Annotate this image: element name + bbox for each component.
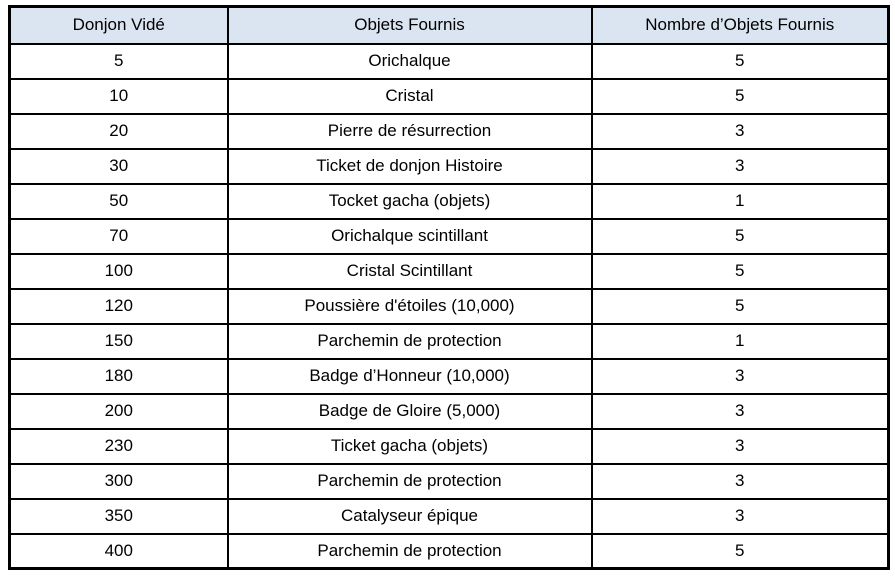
table-cell: 30 [8,147,229,185]
column-header-objets-fournis: Objets Fournis [226,5,593,45]
table-row: 70 Orichalque scintillant 5 [8,217,890,255]
table-cell: 350 [8,497,229,535]
table-cell: 3 [590,392,890,430]
table-cell: Ticket gacha (objets) [226,427,593,465]
table-cell: 50 [8,182,229,220]
table-row: 120 Poussière d'étoiles (10,000) 5 [8,287,890,325]
table-cell: 20 [8,112,229,150]
table-cell: 1 [590,182,890,220]
table-cell: 5 [590,287,890,325]
table-cell: 230 [8,427,229,465]
table-cell: 150 [8,322,229,360]
table-cell: 5 [590,532,890,570]
table-cell: 3 [590,497,890,535]
table-row: 30 Ticket de donjon Histoire 3 [8,147,890,185]
table-row: 5 Orichalque 5 [8,42,890,80]
table-cell: 5 [590,252,890,290]
table-cell: Catalyseur épique [226,497,593,535]
table-cell: Tocket gacha (objets) [226,182,593,220]
table-header: Donjon Vidé Objets Fournis Nombre d’Obje… [8,5,890,45]
table-row: 230 Ticket gacha (objets) 3 [8,427,890,465]
table-cell: 5 [590,77,890,115]
table-row: 180 Badge d’Honneur (10,000) 3 [8,357,890,395]
table-row: 200 Badge de Gloire (5,000) 3 [8,392,890,430]
table-cell: 70 [8,217,229,255]
rewards-table-container: Donjon Vidé Objets Fournis Nombre d’Obje… [8,5,890,570]
table-cell: 5 [590,42,890,80]
table-cell: Orichalque scintillant [226,217,593,255]
table-row: 10 Cristal 5 [8,77,890,115]
table-cell: 400 [8,532,229,570]
table-row: 150 Parchemin de protection 1 [8,322,890,360]
table-cell: 3 [590,147,890,185]
dungeon-rewards-table: Donjon Vidé Objets Fournis Nombre d’Obje… [8,5,890,570]
table-cell: Badge d’Honneur (10,000) [226,357,593,395]
table-cell: Pierre de résurrection [226,112,593,150]
table-row: 100 Cristal Scintillant 5 [8,252,890,290]
table-cell: Cristal [226,77,593,115]
column-header-nombre-objets-fournis: Nombre d’Objets Fournis [590,5,890,45]
table-cell: 3 [590,462,890,500]
table-cell: Cristal Scintillant [226,252,593,290]
table-cell: Poussière d'étoiles (10,000) [226,287,593,325]
table-cell: Ticket de donjon Histoire [226,147,593,185]
table-cell: 5 [8,42,229,80]
table-cell: 100 [8,252,229,290]
table-cell: 1 [590,322,890,360]
table-cell: 3 [590,357,890,395]
table-row: 50 Tocket gacha (objets) 1 [8,182,890,220]
table-cell: Parchemin de protection [226,322,593,360]
table-row: 400 Parchemin de protection 5 [8,532,890,570]
table-row: 300 Parchemin de protection 3 [8,462,890,500]
table-row: 20 Pierre de résurrection 3 [8,112,890,150]
table-row: 350 Catalyseur épique 3 [8,497,890,535]
table-cell: 120 [8,287,229,325]
column-header-donjon-vide: Donjon Vidé [8,5,229,45]
table-cell: 3 [590,112,890,150]
table-cell: Parchemin de protection [226,532,593,570]
table-cell: Parchemin de protection [226,462,593,500]
header-row: Donjon Vidé Objets Fournis Nombre d’Obje… [8,5,890,45]
table-cell: 300 [8,462,229,500]
table-cell: 5 [590,217,890,255]
table-cell: Orichalque [226,42,593,80]
table-cell: Badge de Gloire (5,000) [226,392,593,430]
table-cell: 200 [8,392,229,430]
table-cell: 180 [8,357,229,395]
table-cell: 10 [8,77,229,115]
table-cell: 3 [590,427,890,465]
table-body: 5 Orichalque 5 10 Cristal 5 20 Pierre de résurr… [8,42,890,570]
